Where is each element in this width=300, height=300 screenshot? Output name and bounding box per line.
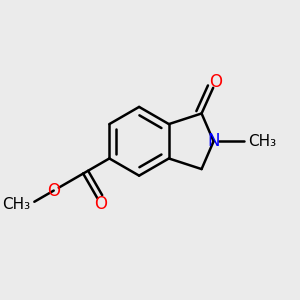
Text: CH₃: CH₃ <box>248 134 276 149</box>
Text: O: O <box>47 182 60 200</box>
Text: O: O <box>209 73 222 91</box>
Text: O: O <box>94 195 107 213</box>
Text: N: N <box>207 132 220 150</box>
Text: CH₃: CH₃ <box>2 197 30 212</box>
